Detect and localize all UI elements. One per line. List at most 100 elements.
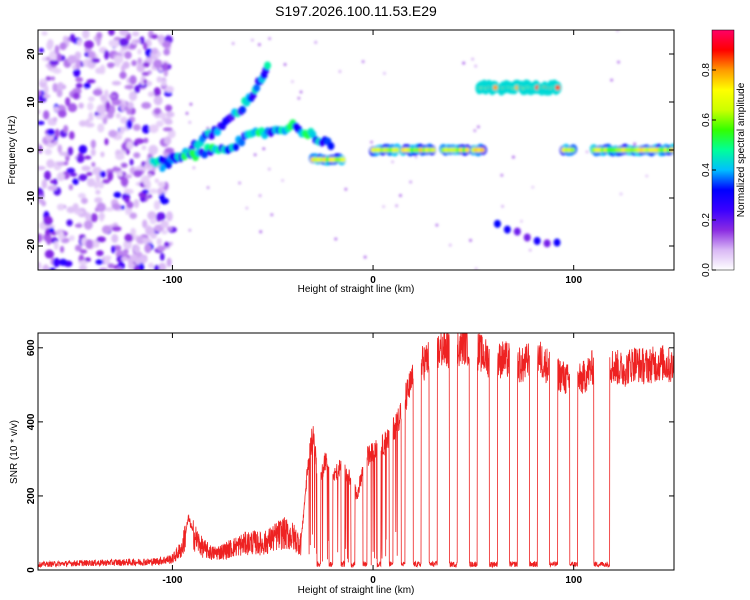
noise-blob [90, 213, 98, 223]
noise-blob [109, 104, 116, 115]
noise-blob [147, 262, 155, 269]
noise-blob [94, 197, 103, 204]
noise-blob [78, 144, 88, 154]
noise-blob [156, 212, 166, 221]
faint-noise-blob [395, 204, 399, 208]
noise-blob [124, 233, 134, 243]
noise-blob [108, 129, 118, 138]
noise-blob [137, 57, 143, 65]
noise-blob [96, 104, 106, 115]
noise-blob [164, 147, 175, 154]
noise-blob [165, 85, 175, 93]
noise-blob [96, 236, 106, 243]
colorbar-ticks: 0.0 0.2 0.4 0.6 0.8 [701, 63, 716, 277]
noise-blob [92, 166, 102, 176]
noise-blob [52, 82, 58, 93]
noise-blob [164, 119, 173, 125]
noise-blob [136, 235, 146, 245]
noise-blob [38, 261, 42, 270]
feature-blob [201, 150, 209, 159]
noise-blob [38, 120, 45, 125]
colorbar-tick-label: 0.4 [701, 163, 712, 177]
noise-blob [81, 165, 91, 171]
faint-noise-blob [267, 167, 271, 171]
faint-noise-blob [253, 153, 257, 157]
noise-blob [163, 48, 171, 56]
noise-blob [162, 127, 173, 132]
x-tick-label: 100 [565, 275, 582, 286]
noise-blob [38, 166, 46, 171]
noise-blob [82, 30, 90, 39]
tone-core [555, 85, 561, 91]
noise-blob [155, 120, 164, 127]
feature-blob [553, 238, 561, 247]
carrier-core [479, 147, 485, 153]
noise-blob [133, 199, 140, 209]
noise-blob [65, 97, 71, 107]
noise-blob [57, 144, 63, 153]
noise-blob [38, 47, 45, 53]
feature-blob [158, 163, 166, 172]
noise-blob [41, 179, 48, 189]
faint-noise-blob [382, 205, 386, 209]
faint-noise-blob [338, 69, 342, 73]
noise-blob [111, 99, 122, 106]
noise-blob [100, 151, 105, 158]
feature-blob [327, 142, 335, 151]
faint-noise-blob [474, 267, 478, 270]
feature-blob [513, 227, 521, 236]
noise-blob [161, 78, 167, 87]
noise-blob [162, 40, 172, 49]
faint-noise-blob [231, 42, 235, 46]
snr-x-ticks: -100 0 100 [162, 333, 582, 586]
noise-blob [144, 243, 152, 254]
noise-blob [102, 179, 111, 184]
noise-blob [52, 117, 58, 122]
feature-blob [238, 138, 246, 147]
faint-noise-blob [633, 142, 637, 146]
noise-blob [39, 78, 48, 83]
faint-noise-blob [409, 180, 413, 184]
noise-blob [147, 173, 153, 178]
noise-blob [44, 249, 55, 259]
noise-blob [91, 57, 100, 63]
noise-blob [46, 128, 55, 136]
noise-blob [131, 60, 137, 67]
x-tick-label: -100 [162, 575, 182, 586]
noise-blob [142, 61, 150, 68]
noise-blob [78, 260, 88, 266]
feature-blob [264, 61, 272, 70]
noise-blob [121, 256, 128, 262]
noise-blob [48, 267, 56, 270]
noise-blob [103, 49, 110, 60]
noise-blob [63, 161, 69, 166]
noise-blob [150, 232, 158, 239]
noise-blob [101, 225, 112, 234]
noise-blob [116, 255, 124, 263]
noise-blob [143, 79, 148, 84]
faint-noise-blob [297, 96, 301, 100]
snr-series-line [38, 333, 674, 569]
faint-noise-blob [299, 90, 303, 94]
faint-noise-blob [361, 60, 365, 64]
noise-blob [74, 223, 83, 228]
spectrogram-y-label: Frequency (Hz) [7, 116, 18, 185]
noise-blob [79, 249, 88, 254]
noise-blob [126, 119, 133, 130]
noise-blob [119, 71, 127, 80]
noise-blob [59, 42, 67, 51]
faint-noise-blob [258, 194, 262, 198]
snr-background [38, 333, 674, 570]
noise-blob [46, 159, 55, 169]
noise-blob [96, 250, 104, 257]
feature-blob [232, 143, 240, 152]
noise-blob [130, 227, 136, 236]
noise-blob [158, 262, 167, 270]
noise-blob [104, 138, 109, 146]
noise-blob [46, 56, 51, 61]
feature-blob [533, 236, 541, 245]
noise-blob [74, 210, 84, 215]
noise-blob [164, 104, 173, 112]
noise-blob [134, 138, 145, 145]
faint-noise-blob [344, 187, 348, 191]
